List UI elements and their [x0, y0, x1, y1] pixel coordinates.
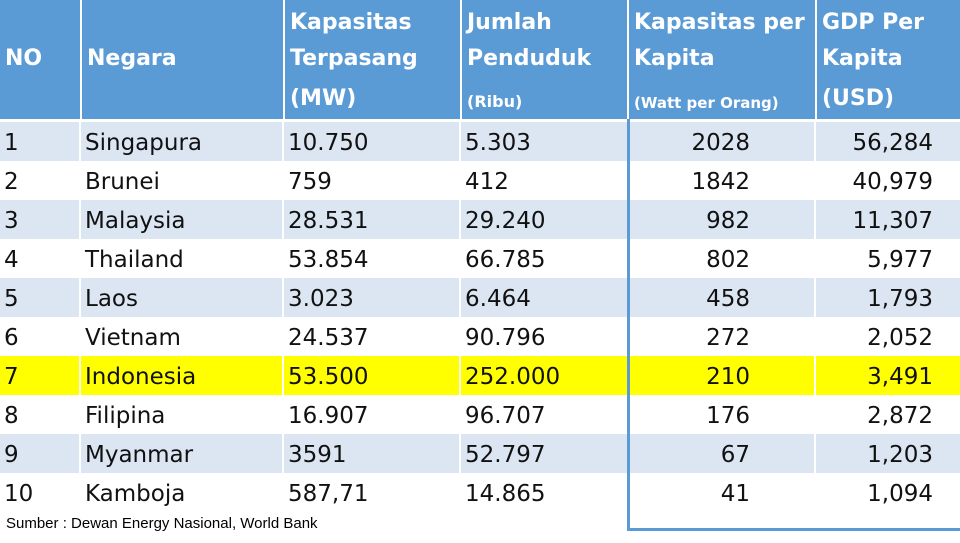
cell-per-kapita: 210 — [706, 364, 750, 390]
cell-negara: Malaysia — [85, 208, 186, 234]
header-penduduk-line1: Jumlah — [467, 10, 552, 35]
cell-per-kapita: 67 — [720, 442, 750, 468]
cell-penduduk: 252.000 — [465, 364, 561, 390]
cell-penduduk: 14.865 — [465, 481, 546, 507]
table-row: 3 Malaysia 28.531 29.240 982 11,307 — [0, 200, 960, 239]
table-row: 8 Filipina 16.907 96.707 176 2,872 — [0, 395, 960, 434]
cell-per-kapita: 41 — [720, 481, 750, 507]
column-divider — [459, 119, 461, 531]
cell-gdp: 5,977 — [867, 247, 933, 273]
table-row: 4 Thailand 53.854 66.785 802 5,977 — [0, 239, 960, 278]
table-row: 5 Laos 3.023 6.464 458 1,793 — [0, 278, 960, 317]
cell-negara: Indonesia — [85, 364, 197, 390]
cell-no: 6 — [4, 325, 19, 351]
cell-per-kapita: 272 — [706, 325, 750, 351]
cell-kapasitas: 3591 — [288, 442, 347, 468]
cell-gdp: 1,793 — [867, 286, 933, 312]
source-note: Sumber : Dewan Energy Nasional, World Ba… — [6, 515, 318, 532]
cell-negara: Vietnam — [85, 325, 181, 351]
cell-per-kapita: 2028 — [691, 130, 750, 156]
header-gdp: GDP Per Kapita (USD) — [815, 0, 960, 119]
header-no-label: NO — [5, 46, 43, 71]
table-row: 9 Myanmar 3591 52.797 67 1,203 — [0, 434, 960, 473]
header-gdp-line1: GDP Per — [822, 10, 924, 35]
cell-no: 10 — [4, 481, 34, 507]
cell-penduduk: 90.796 — [465, 325, 546, 351]
header-no: NO — [0, 0, 80, 119]
header-per-kapita-unit: (Watt per Orang) — [634, 94, 779, 112]
cell-penduduk: 412 — [465, 169, 509, 195]
cell-per-kapita: 1842 — [691, 169, 750, 195]
table-row: 10 Kamboja 587,71 14.865 41 1,094 — [0, 473, 960, 512]
cell-gdp: 56,284 — [852, 130, 933, 156]
cell-no: 3 — [4, 208, 19, 234]
cell-gdp: 3,491 — [867, 364, 933, 390]
table-header: NO Negara Kapasitas Terpasang (MW) Jumla… — [0, 0, 960, 119]
cell-gdp: 11,307 — [852, 208, 933, 234]
cell-kapasitas: 28.531 — [288, 208, 369, 234]
header-per-kapita: Kapasitas per Kapita (Watt per Orang) — [627, 0, 815, 119]
header-penduduk-unit: (Ribu) — [467, 92, 523, 111]
cell-negara: Thailand — [85, 247, 184, 273]
cell-no: 9 — [4, 442, 19, 468]
cell-kapasitas: 10.750 — [288, 130, 369, 156]
cell-per-kapita: 982 — [706, 208, 750, 234]
header-penduduk: Jumlah Penduduk (Ribu) — [460, 0, 627, 119]
header-gdp-unit: (USD) — [822, 86, 895, 111]
cell-penduduk: 29.240 — [465, 208, 546, 234]
cell-per-kapita: 802 — [706, 247, 750, 273]
cell-kapasitas: 53.854 — [288, 247, 369, 273]
cell-gdp: 1,094 — [867, 481, 933, 507]
cell-penduduk: 5.303 — [465, 130, 531, 156]
cell-negara: Laos — [85, 286, 138, 312]
cell-no: 8 — [4, 403, 19, 429]
column-divider — [282, 119, 284, 531]
header-negara: Negara — [80, 0, 283, 119]
column-divider — [79, 119, 81, 531]
cell-kapasitas: 3.023 — [288, 286, 354, 312]
cell-negara: Kamboja — [85, 481, 186, 507]
cell-per-kapita: 458 — [706, 286, 750, 312]
cell-no: 1 — [4, 130, 19, 156]
table-row: 1 Singapura 10.750 5.303 2028 56,284 — [0, 122, 960, 161]
cell-kapasitas: 16.907 — [288, 403, 369, 429]
cell-no: 2 — [4, 169, 19, 195]
header-per-kapita-line2: Kapita — [634, 46, 715, 71]
header-kapasitas: Kapasitas Terpasang (MW) — [283, 0, 460, 119]
cell-kapasitas: 24.537 — [288, 325, 369, 351]
cell-no: 4 — [4, 247, 19, 273]
cell-kapasitas: 53.500 — [288, 364, 369, 390]
cell-negara: Myanmar — [85, 442, 194, 468]
header-gdp-line2: Kapita — [822, 46, 903, 71]
cell-gdp: 40,979 — [852, 169, 933, 195]
table-row: 2 Brunei 759 412 1842 40,979 — [0, 161, 960, 200]
cell-gdp: 1,203 — [867, 442, 933, 468]
cell-no: 7 — [4, 364, 19, 390]
cell-negara: Brunei — [85, 169, 160, 195]
cell-kapasitas: 587,71 — [288, 481, 369, 507]
cell-penduduk: 96.707 — [465, 403, 546, 429]
header-negara-label: Negara — [87, 46, 177, 71]
cell-gdp: 2,872 — [867, 403, 933, 429]
table-row: 6 Vietnam 24.537 90.796 272 2,052 — [0, 317, 960, 356]
cell-negara: Filipina — [85, 403, 166, 429]
header-penduduk-line2: Penduduk — [467, 46, 592, 71]
header-kapasitas-unit: (MW) — [290, 86, 357, 111]
cell-kapasitas: 759 — [288, 169, 332, 195]
cell-penduduk: 6.464 — [465, 286, 531, 312]
column-divider — [814, 119, 816, 531]
table-row-highlighted: 7 Indonesia 53.500 252.000 210 3,491 — [0, 356, 960, 395]
cell-no: 5 — [4, 286, 19, 312]
cell-penduduk: 66.785 — [465, 247, 546, 273]
cell-per-kapita: 176 — [706, 403, 750, 429]
cell-gdp: 2,052 — [867, 325, 933, 351]
cell-penduduk: 52.797 — [465, 442, 546, 468]
header-per-kapita-line1: Kapasitas per — [634, 10, 805, 35]
header-kapasitas-line2: Terpasang — [290, 46, 418, 71]
cell-negara: Singapura — [85, 130, 202, 156]
header-kapasitas-line1: Kapasitas — [290, 10, 412, 35]
